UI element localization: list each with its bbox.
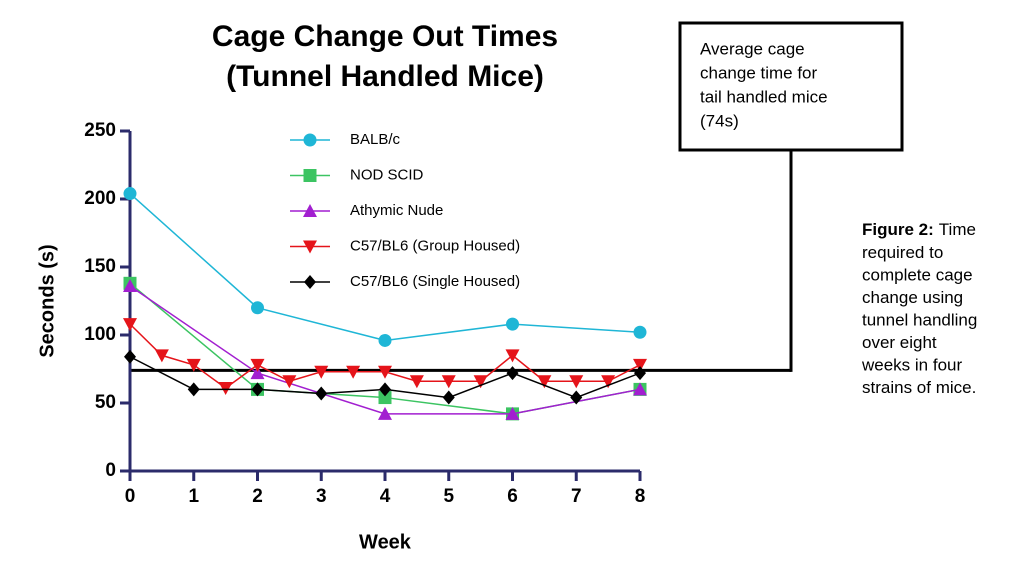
caption-line: strains of mice. xyxy=(862,378,976,397)
y-tick-label: 150 xyxy=(84,256,116,277)
legend-label: C57/BL6 (Group Housed) xyxy=(350,237,520,254)
legend-label: BALB/c xyxy=(350,131,401,148)
legend-label: NOD SCID xyxy=(350,166,424,183)
marker xyxy=(633,358,647,372)
marker xyxy=(570,390,583,405)
marker xyxy=(379,382,391,397)
x-tick-label: 3 xyxy=(316,486,327,507)
marker xyxy=(154,349,169,363)
x-tick-label: 7 xyxy=(571,486,582,507)
y-tick-label: 50 xyxy=(95,392,116,413)
marker xyxy=(601,375,616,389)
marker xyxy=(251,301,264,315)
legend-marker xyxy=(304,275,316,289)
marker xyxy=(473,375,488,389)
marker xyxy=(378,406,392,420)
marker xyxy=(346,365,361,379)
legend-marker xyxy=(303,240,317,254)
x-tick-label: 5 xyxy=(443,486,454,507)
marker xyxy=(186,358,201,372)
marker xyxy=(634,366,646,381)
marker xyxy=(378,333,392,347)
marker xyxy=(506,366,519,381)
marker xyxy=(537,375,552,389)
legend-marker xyxy=(303,169,317,182)
annotation-box xyxy=(678,21,904,152)
y-axis-label: Seconds (s) xyxy=(36,244,58,357)
marker xyxy=(315,386,328,401)
marker xyxy=(251,382,264,397)
marker xyxy=(505,349,520,363)
marker xyxy=(506,317,519,331)
y-tick-label: 200 xyxy=(84,188,116,209)
legend-marker xyxy=(303,204,317,217)
marker xyxy=(409,375,424,389)
y-tick-label: 250 xyxy=(84,120,116,141)
x-tick-label: 0 xyxy=(125,486,136,507)
x-tick-label: 2 xyxy=(252,486,263,507)
caption-line: Figure 2: Time xyxy=(862,220,976,239)
caption-line: change using xyxy=(862,288,963,307)
marker xyxy=(505,406,520,420)
legend-marker xyxy=(303,133,317,147)
annotation-text: change time for xyxy=(700,63,818,82)
marker xyxy=(250,358,265,372)
marker xyxy=(123,318,137,332)
marker xyxy=(282,375,297,389)
marker xyxy=(378,391,392,405)
chart-title: Cage Change Out Times xyxy=(212,20,558,53)
legend-label: C57/BL6 (Single Housed) xyxy=(350,273,520,290)
x-tick-label: 1 xyxy=(188,486,199,507)
marker xyxy=(633,325,647,339)
caption-line: tunnel handling xyxy=(862,310,977,329)
y-tick-label: 100 xyxy=(84,324,116,345)
marker xyxy=(123,279,137,293)
marker xyxy=(633,382,647,396)
marker xyxy=(569,375,584,389)
x-tick-label: 4 xyxy=(380,486,391,507)
annotation-text: Average cage xyxy=(700,39,805,58)
annotation-text: (74s) xyxy=(700,111,739,130)
caption-line: over eight xyxy=(862,333,937,352)
caption-text: Time xyxy=(939,220,976,239)
chart-title: (Tunnel Handled Mice) xyxy=(226,60,544,93)
marker xyxy=(218,382,233,396)
marker xyxy=(314,365,329,379)
marker xyxy=(124,349,136,364)
caption-line: complete cage xyxy=(862,265,973,284)
marker xyxy=(442,390,455,405)
marker xyxy=(250,366,265,380)
x-tick-label: 8 xyxy=(635,486,646,507)
legend-label: Athymic Nude xyxy=(350,202,443,219)
marker xyxy=(441,375,456,389)
x-tick-label: 6 xyxy=(507,486,518,507)
caption-label: Figure 2: xyxy=(862,220,934,239)
y-tick-label: 0 xyxy=(105,460,116,481)
marker xyxy=(187,382,200,397)
marker xyxy=(378,365,392,379)
caption-line: weeks in four xyxy=(861,355,962,374)
annotation-text: tail handled mice xyxy=(700,87,828,106)
caption-line: required to xyxy=(862,243,943,262)
x-axis-label: Week xyxy=(359,531,412,553)
marker xyxy=(123,187,137,201)
